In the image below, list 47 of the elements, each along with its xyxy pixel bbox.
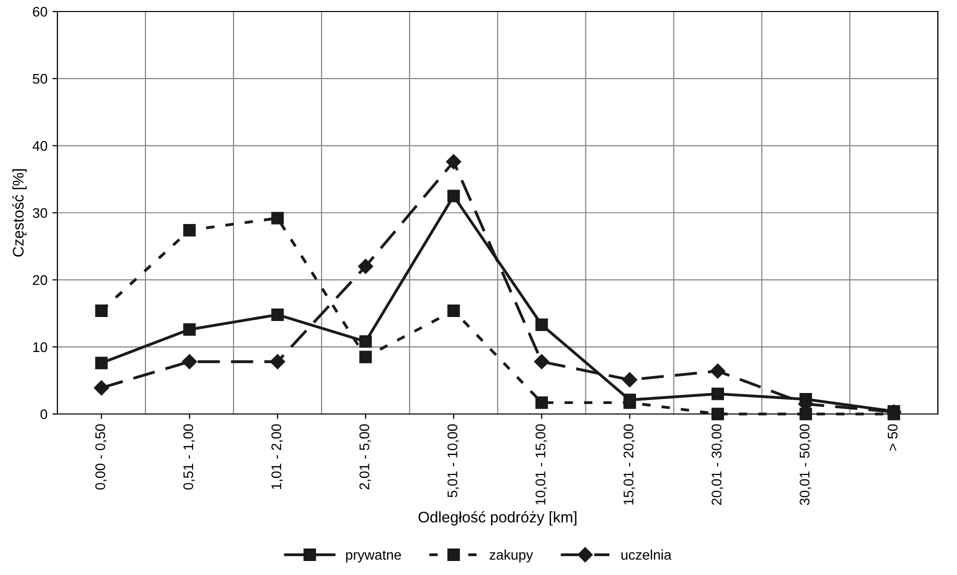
point: [271, 308, 284, 321]
legend-label: uczelnia: [621, 550, 672, 560]
point: [359, 350, 372, 364]
y-tick-label: 50: [32, 74, 48, 84]
y-tick-label: 10: [33, 342, 48, 352]
x-tick-label: 10,01 - 15,00: [536, 424, 548, 505]
x-tick-label: 5,01 - 10,00: [448, 424, 459, 498]
point: [95, 304, 108, 317]
point: [888, 405, 900, 418]
point: [270, 354, 286, 370]
point: [447, 304, 460, 317]
point: [535, 396, 548, 409]
point: [622, 372, 638, 388]
point: [95, 356, 108, 370]
y-tick-label: 60: [32, 6, 48, 17]
x-tick-label: 2,01 - 5,00: [359, 424, 371, 490]
point: [712, 388, 724, 400]
point: [712, 408, 724, 420]
x-tick-label: 15,01 - 20,00: [624, 424, 636, 505]
legend-label: zakupy: [490, 550, 534, 562]
point: [359, 335, 372, 348]
x-axis-title: Odległość podróży [km]: [418, 511, 576, 526]
point: [271, 212, 284, 224]
y-tick-label: 0: [40, 409, 48, 420]
point: [800, 408, 812, 420]
y-tick-label: 30: [32, 208, 48, 218]
y-tick-label: 40: [32, 141, 48, 151]
x-tick-label: 30,01 - 50,00: [800, 424, 812, 506]
point: [94, 380, 110, 396]
point: [182, 354, 198, 370]
x-tick-label: 1,01 - 2,00: [271, 424, 283, 490]
point: [446, 154, 462, 170]
point: [710, 363, 726, 379]
legend-label: prywatne: [346, 550, 401, 562]
y-tick-label: 20: [32, 275, 48, 286]
x-tick-label: 0,51 - 1,00: [183, 424, 195, 490]
y-axis-title: Częstość [%]: [12, 169, 27, 257]
x-tick-label: 0,00 - 0,50: [95, 424, 107, 490]
point: [447, 190, 460, 202]
point: [535, 318, 548, 332]
point: [183, 224, 196, 236]
x-tick-label: > 50: [888, 424, 898, 450]
point: [623, 394, 636, 406]
point: [358, 258, 374, 274]
x-tick-label: 20,01 - 30,00: [712, 424, 724, 505]
point: [183, 323, 196, 336]
point: [534, 354, 550, 370]
